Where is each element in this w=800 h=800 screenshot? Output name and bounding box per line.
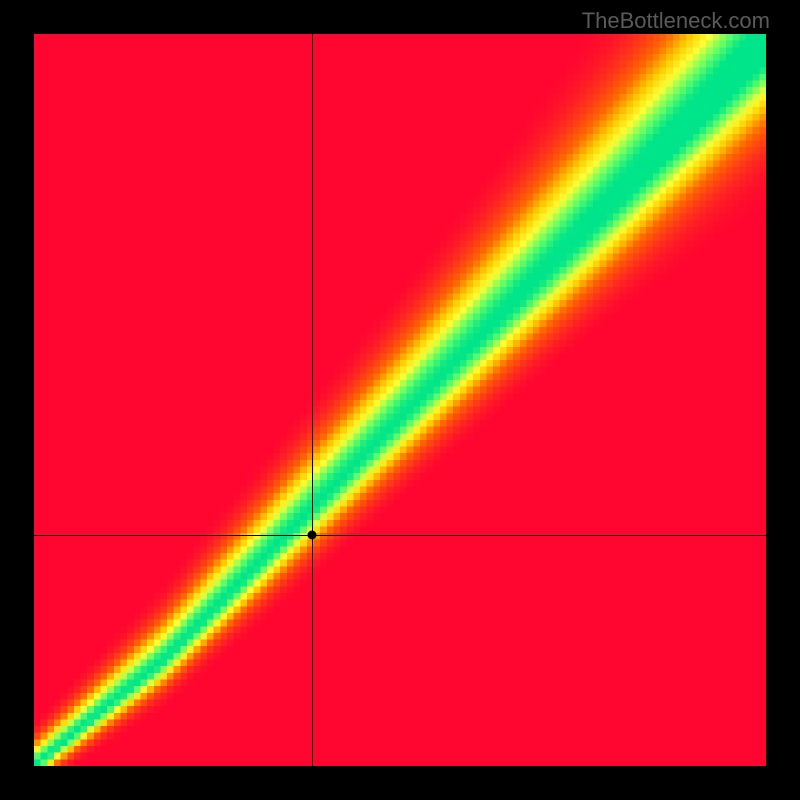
crosshair-vertical xyxy=(312,34,313,766)
heatmap-plot-area xyxy=(34,34,766,766)
marker-dot xyxy=(308,530,317,539)
figure-container: TheBottleneck.com xyxy=(0,0,800,800)
crosshair-horizontal xyxy=(34,535,766,536)
heatmap-canvas xyxy=(34,34,766,766)
watermark-text: TheBottleneck.com xyxy=(582,8,770,34)
